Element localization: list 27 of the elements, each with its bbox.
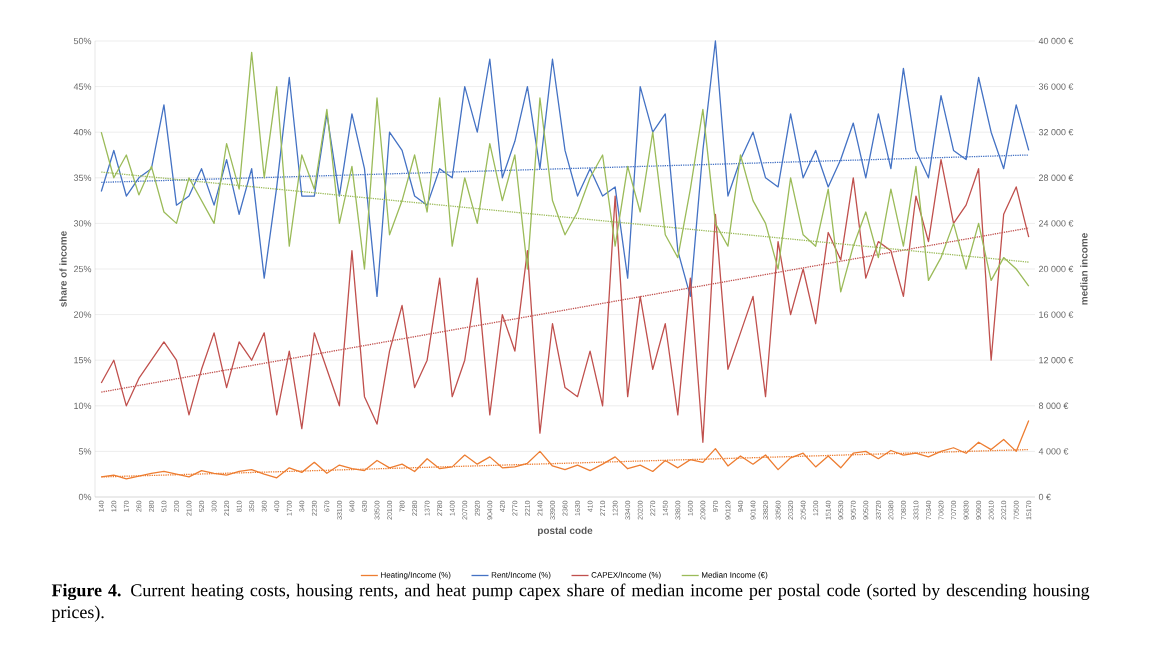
y2-tick-label: 12 000 € <box>1039 357 1074 364</box>
y-tick-label: 30% <box>73 220 92 227</box>
y2-tick-label: 36 000 € <box>1038 83 1074 90</box>
y2-tick-label: 20 000 € <box>1038 265 1074 273</box>
y2-tick-label: 28 000 € <box>1038 174 1074 181</box>
y2-tick-label: 8 000 € <box>1038 402 1069 409</box>
y-tick-label: 20% <box>73 311 92 318</box>
y2-tick-label: 16 000 € <box>1039 311 1074 318</box>
y-tick-label: 0% <box>78 493 92 501</box>
y-axis-title: share of income <box>59 231 67 307</box>
y-tick-label: 35% <box>73 174 92 181</box>
y-tick-label: 45% <box>73 83 92 90</box>
y2-axis-title: median income <box>1080 233 1088 305</box>
y-tick-label: 15% <box>74 357 92 364</box>
y2-tick-label: 0 € <box>1038 493 1051 501</box>
line-series <box>100 158 1030 443</box>
y2-tick-label: 4 000 € <box>1038 448 1069 455</box>
y2-tick-label: 32 000 € <box>1038 129 1074 136</box>
y2-tick-label: 24 000 € <box>1038 220 1074 227</box>
y2-tick-label: 40 000 € <box>1038 37 1074 45</box>
y-tick-label: 10% <box>74 402 92 409</box>
y-tick-label: 5% <box>78 448 92 455</box>
x-axis-title: postal code <box>537 526 593 537</box>
y-tick-label: 25% <box>73 265 92 273</box>
y-tick-label: 40% <box>73 129 92 136</box>
y-tick-label: 50% <box>73 37 92 45</box>
text: Figure 4. Current heating costs, housing rents, and heat pump capex share of median income per postal code (sorted by descending housing prices). <box>51 583 1090 622</box>
